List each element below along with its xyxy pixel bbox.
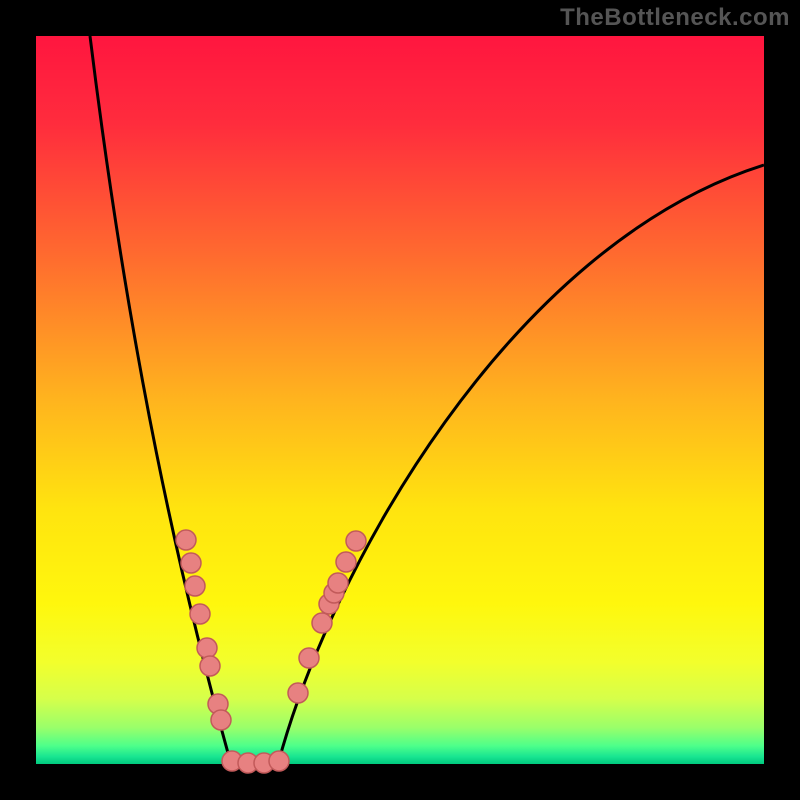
data-marker [328,573,348,593]
chart-svg [0,0,800,800]
data-marker [181,553,201,573]
data-marker [185,576,205,596]
data-marker [269,751,289,771]
chart-container: TheBottleneck.com [0,0,800,800]
data-marker [197,638,217,658]
data-marker [299,648,319,668]
data-marker [190,604,210,624]
data-marker [288,683,308,703]
data-marker [336,552,356,572]
data-marker [176,530,196,550]
data-marker [346,531,366,551]
data-marker [211,710,231,730]
data-marker [200,656,220,676]
data-marker [312,613,332,633]
watermark-text: TheBottleneck.com [560,4,790,32]
